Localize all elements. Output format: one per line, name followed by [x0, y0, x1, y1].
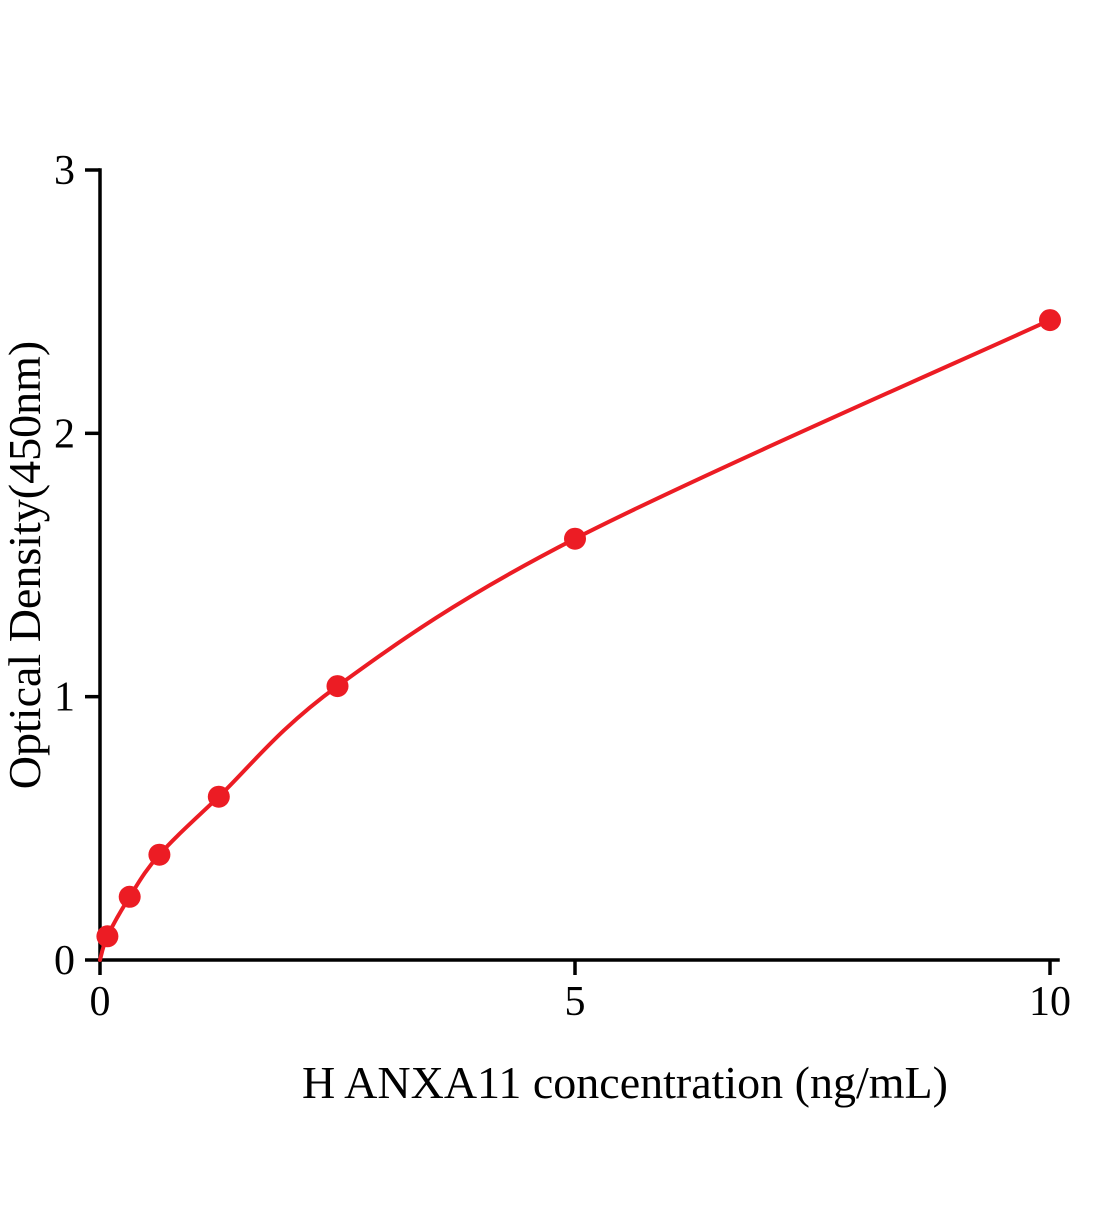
- fit-curve: [98, 318, 1052, 962]
- y-tick-label: 3: [54, 148, 75, 194]
- data-point: [207, 785, 230, 808]
- data-point: [96, 925, 119, 948]
- data-point: [118, 885, 141, 908]
- data-point: [564, 527, 586, 550]
- data-point: [326, 675, 349, 698]
- y-tick-label: 0: [54, 938, 75, 984]
- y-tick-label: 2: [54, 411, 75, 457]
- x-tick-label: 5: [565, 979, 586, 1025]
- axes: [98, 168, 1060, 962]
- x-tick-label: 10: [1029, 979, 1071, 1025]
- y-axis-label: Optical Density(450nm): [0, 341, 50, 789]
- y-tick-label: 1: [54, 675, 75, 721]
- x-axis-label: H ANXA11 concentration (ng/mL): [302, 1057, 948, 1108]
- data-point: [148, 843, 171, 866]
- x-tick-label: 0: [90, 979, 111, 1025]
- data-point: [1039, 309, 1061, 332]
